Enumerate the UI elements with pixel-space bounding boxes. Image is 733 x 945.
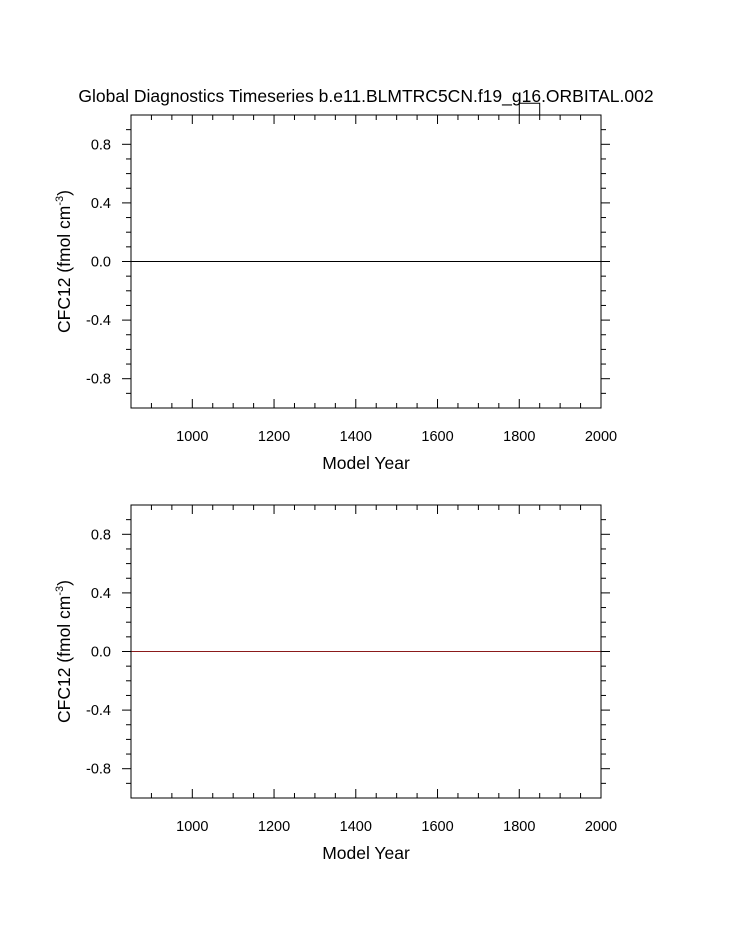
top-y-axis-label: CFC12 (fmol cm-3)	[54, 190, 74, 333]
top-y-tick-label: -0.8	[86, 372, 111, 388]
top-x-axis-label: Model Year	[322, 453, 410, 473]
bottom-plot-frame	[130, 504, 602, 799]
bottom-y-axis-label: CFC12 (fmol cm-3)	[54, 580, 74, 723]
top-y-axis-label-close: )	[54, 190, 74, 196]
top-panel: 0.8 0.4 0.0 -0.4 -0.8 1000 1200 1400 1600 1800 20…	[54, 102, 617, 473]
chart-title: Global Diagnostics Timeseries b.e11.BLMT…	[78, 86, 653, 107]
bottom-x-tick-label: 1400	[340, 819, 372, 835]
bottom-x-ticks: 1000 1200 1400 1600 1800 2000	[150, 505, 617, 835]
bottom-x-tick-label: 1200	[258, 819, 290, 835]
top-x-tick-label: 1200	[258, 429, 290, 445]
top-y-ticks: 0.8 0.4 0.0 -0.4 -0.8	[86, 129, 610, 394]
top-y-tick-label: 0.4	[91, 196, 111, 212]
bottom-y-tick-label: 0.4	[91, 586, 111, 602]
bottom-panel: 0.8 0.4 0.0 -0.4 -0.8 1000 1200 1400 1600 1800 20…	[54, 504, 617, 863]
top-x-tick-label: 1600	[421, 429, 453, 445]
top-x-tick-label: 1400	[340, 429, 372, 445]
bottom-y-ticks: 0.8 0.4 0.0 -0.4 -0.8	[86, 519, 610, 784]
top-x-tick-label: 1800	[503, 429, 535, 445]
top-y-tick-label: 0.0	[91, 255, 111, 271]
top-y-axis-label-sup: -3	[54, 196, 66, 206]
top-x-tick-label: 1000	[176, 429, 208, 445]
bottom-y-axis-label-sup: -3	[54, 586, 66, 596]
bottom-y-tick-label: -0.4	[86, 703, 111, 719]
top-y-tick-label: -0.4	[86, 313, 111, 329]
top-y-tick-label: 0.8	[91, 137, 111, 153]
bottom-y-tick-label: 0.0	[91, 645, 111, 661]
bottom-y-axis-label-close: )	[54, 580, 74, 586]
top-x-ticks: 1000 1200 1400 1600 1800 2000	[150, 115, 617, 445]
bottom-x-tick-label: 1600	[421, 819, 453, 835]
bottom-y-tick-label: 0.8	[91, 527, 111, 543]
bottom-y-tick-label: -0.8	[86, 762, 111, 778]
bottom-y-axis-label-main: CFC12 (fmol cm	[54, 596, 74, 723]
bottom-x-tick-label: 1800	[503, 819, 535, 835]
top-y-axis-label-main: CFC12 (fmol cm	[54, 206, 74, 333]
top-plot-frame	[130, 114, 602, 409]
bottom-x-axis-label: Model Year	[322, 843, 410, 863]
top-series-line-1	[518, 102, 541, 115]
top-x-tick-label: 2000	[585, 429, 617, 445]
bottom-x-tick-label: 2000	[585, 819, 617, 835]
bottom-x-tick-label: 1000	[176, 819, 208, 835]
top-series-layer	[131, 102, 601, 262]
